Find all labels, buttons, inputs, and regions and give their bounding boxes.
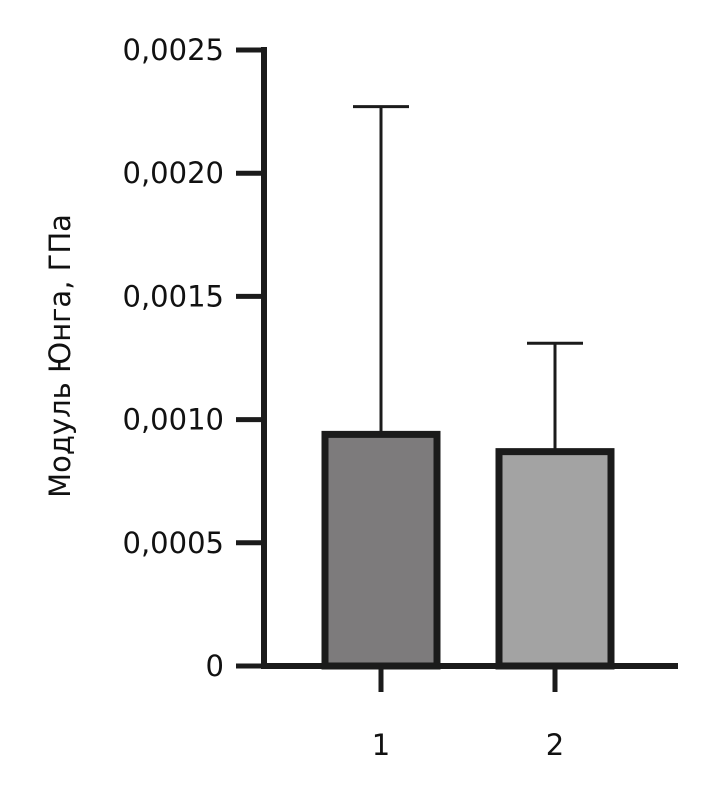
y-axis-title: Модуль Юнга, ГПа — [43, 214, 77, 498]
x-tick-label: 2 — [546, 728, 564, 762]
x-tick-label: 1 — [372, 728, 390, 762]
y-tick-label: 0,0015 — [123, 279, 224, 313]
y-ticks: 0 0,0005 0,0010 0,0015 0,0020 0,0025 — [123, 33, 264, 683]
bars — [321, 430, 615, 670]
y-tick-label: 0,0005 — [123, 526, 224, 560]
y-tick-label: 0,0020 — [123, 156, 224, 190]
bar-1 — [321, 430, 441, 670]
y-tick-label: 0 — [206, 649, 224, 683]
y-tick-label: 0,0025 — [123, 33, 224, 67]
bar-2 — [495, 448, 615, 670]
y-tick-label: 0,0010 — [123, 403, 224, 437]
error-bars — [353, 105, 583, 449]
